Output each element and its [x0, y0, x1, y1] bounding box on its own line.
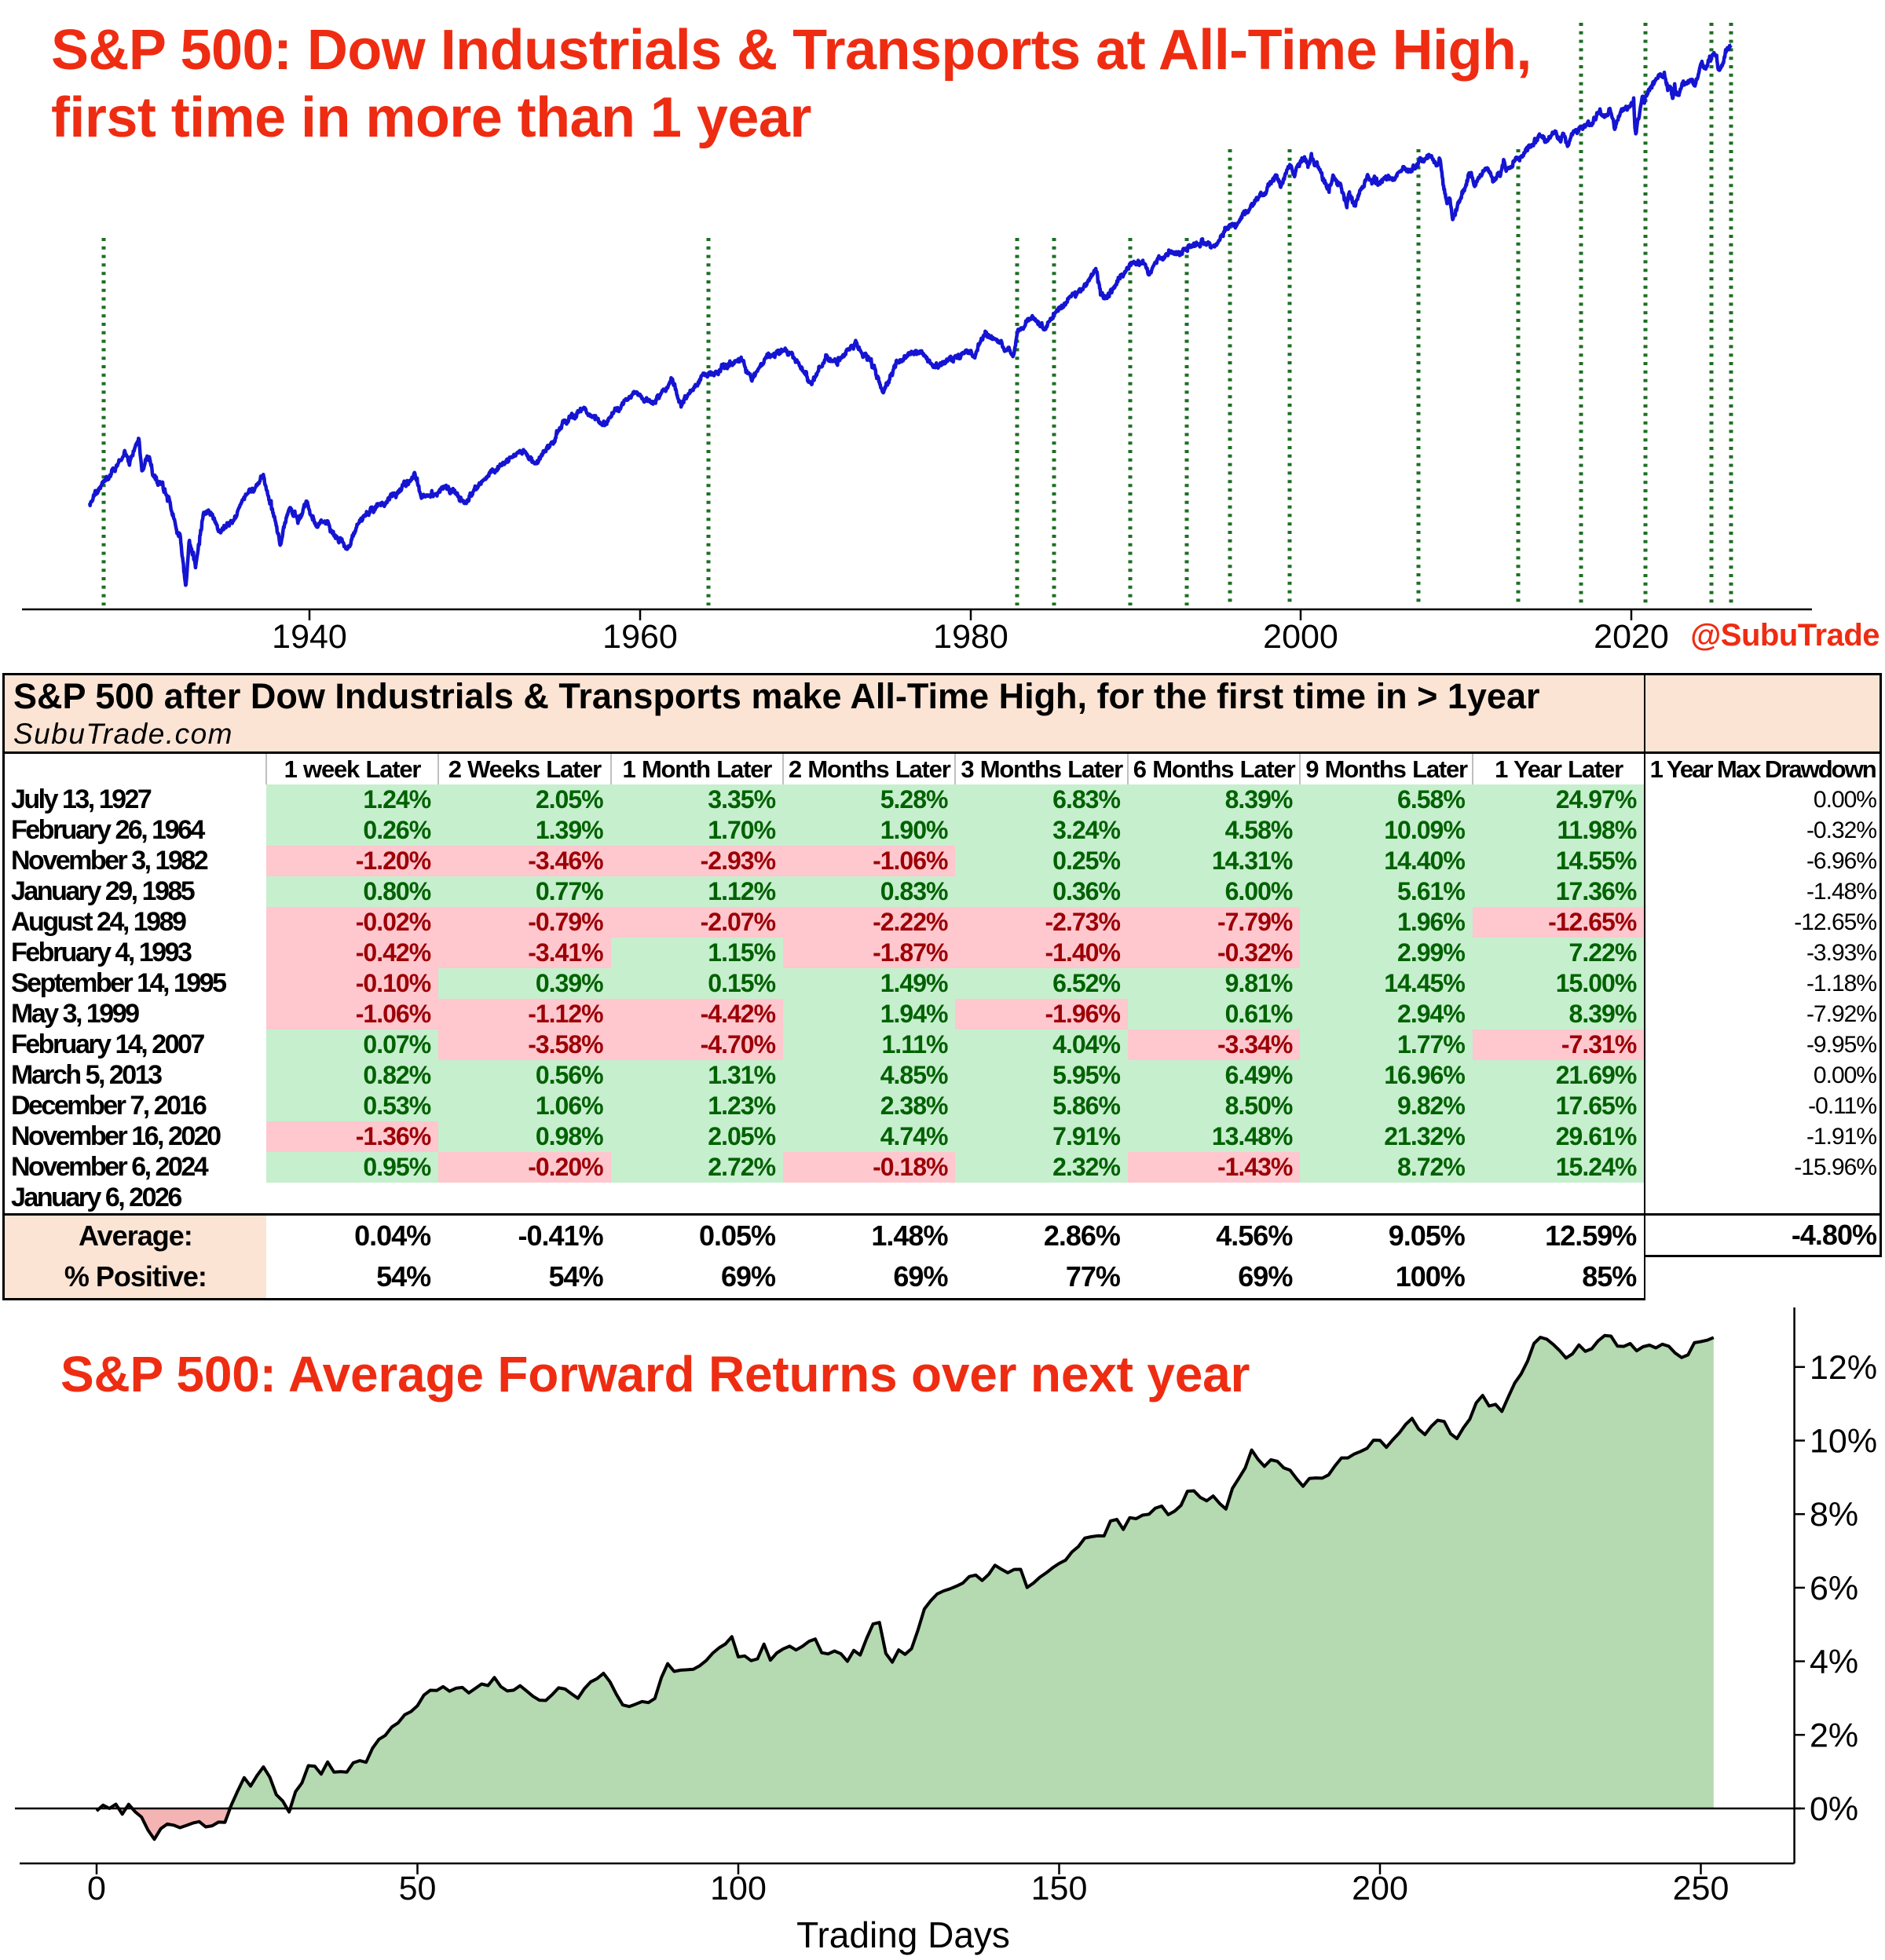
svg-text:2020: 2020: [1594, 618, 1669, 656]
svg-text:0%: 0%: [1810, 1790, 1858, 1828]
svg-text:S&P 500: Average Forward Retur: S&P 500: Average Forward Returns over ne…: [60, 1346, 1250, 1402]
svg-text:1960: 1960: [602, 618, 678, 656]
svg-text:first time in more than 1 year: first time in more than 1 year: [51, 86, 811, 149]
svg-text:150: 150: [1031, 1870, 1088, 1907]
svg-text:S&P 500: Dow Industrials & Tra: S&P 500: Dow Industrials & Transports at…: [51, 19, 1532, 82]
svg-text:2%: 2%: [1810, 1717, 1858, 1754]
svg-text:8%: 8%: [1810, 1496, 1858, 1534]
svg-text:Trading Days: Trading Days: [796, 1914, 1010, 1955]
svg-text:6%: 6%: [1810, 1570, 1858, 1607]
svg-text:100: 100: [710, 1870, 767, 1907]
svg-text:4%: 4%: [1810, 1644, 1858, 1681]
svg-text:@SubuTrade: @SubuTrade: [1690, 618, 1880, 653]
svg-text:10%: 10%: [1810, 1423, 1877, 1461]
svg-text:0: 0: [87, 1870, 106, 1907]
svg-text:1940: 1940: [272, 618, 347, 656]
svg-text:200: 200: [1352, 1870, 1408, 1907]
svg-text:1980: 1980: [933, 618, 1008, 656]
svg-text:250: 250: [1673, 1870, 1729, 1907]
svg-text:2000: 2000: [1263, 618, 1338, 656]
svg-text:12%: 12%: [1810, 1349, 1877, 1387]
svg-text:50: 50: [399, 1870, 437, 1907]
